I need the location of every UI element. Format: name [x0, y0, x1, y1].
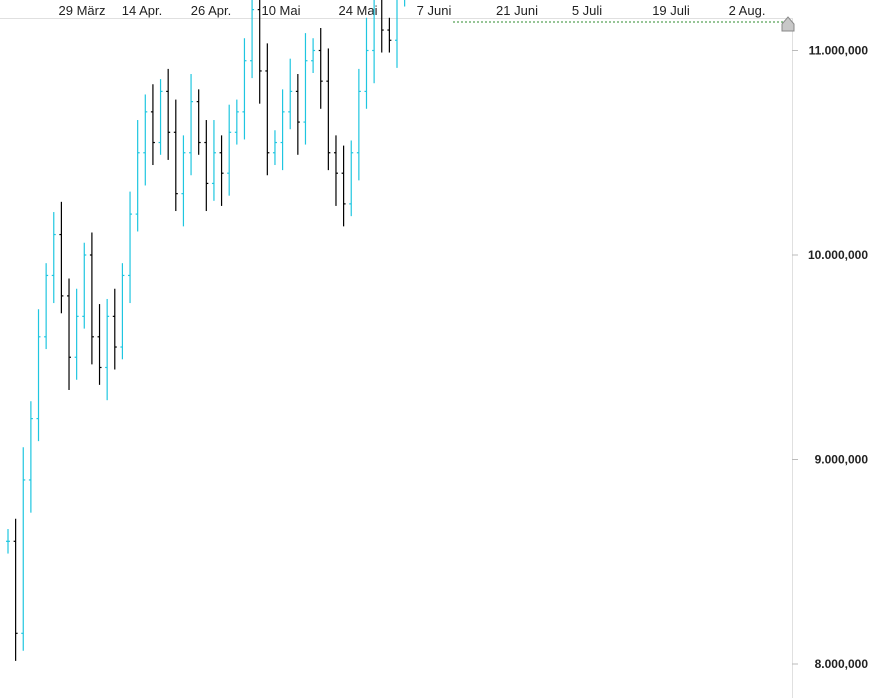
price-bar: [59, 201, 64, 314]
price-bar: [234, 99, 239, 145]
home-icon[interactable]: [781, 16, 795, 32]
price-bar: [196, 89, 201, 155]
price-bar: [295, 74, 300, 155]
price-bar: [13, 518, 18, 661]
price-bar: [395, 0, 398, 68]
price-bar: [356, 68, 361, 181]
price-bar: [128, 191, 133, 304]
price-bar: [120, 263, 125, 360]
y-tick-label: 10.000,000: [808, 248, 868, 262]
y-axis-ticks: 14.000,00012.000,00011.000,00010.000,000…: [792, 44, 869, 671]
price-bar: [74, 288, 79, 380]
price-bar: [51, 212, 56, 304]
fibonacci-retracement[interactable]: (161,80 %)(100,00 %)(61,80 %)(0,00 %)(-1…: [453, 0, 792, 23]
price-bar: [364, 17, 369, 109]
y-tick-label: 9.000,000: [815, 453, 869, 467]
x-tick-label: 21 Juni: [496, 3, 538, 18]
x-tick-label: 10 Mai: [261, 3, 300, 18]
price-bar: [219, 135, 224, 206]
price-bar: [381, 0, 384, 53]
y-tick-label: 11.000,000: [809, 44, 869, 58]
price-bar: [150, 84, 155, 166]
x-tick-label: 5 Juli: [572, 3, 602, 18]
price-bar: [158, 79, 163, 155]
price-bar: [112, 288, 117, 370]
price-bar: [318, 28, 323, 109]
price-bar: [67, 278, 72, 390]
price-bar: [272, 130, 277, 166]
price-bar: [89, 232, 94, 365]
price-bar: [257, 0, 262, 104]
x-tick-label: 2 Aug.: [729, 3, 766, 18]
price-bar: [265, 43, 270, 176]
price-bar: [250, 0, 255, 79]
price-bars: [6, 0, 406, 661]
price-bar: [44, 263, 49, 350]
x-tick-label: 19 Juli: [652, 3, 690, 18]
price-bar: [21, 447, 26, 651]
price-bar: [36, 309, 41, 442]
price-bar: [82, 242, 87, 329]
price-bar: [387, 17, 392, 53]
price-bar: [372, 0, 375, 84]
price-bar: [173, 99, 178, 212]
price-bar: [105, 298, 110, 401]
price-bar: [280, 89, 285, 171]
price-bar: [166, 68, 171, 160]
price-bar: [143, 94, 148, 186]
price-bar: [311, 38, 316, 73]
scroll-handle[interactable]: [781, 16, 795, 32]
price-bar: [349, 140, 354, 217]
price-bar: [326, 48, 331, 171]
price-bar: [404, 0, 406, 7]
price-bar: [204, 120, 209, 212]
x-axis-ticks: 29 März 14 Apr. 26 Apr. 10 Mai 24 Mai 7 Juni 2…: [59, 3, 766, 18]
x-tick-label: 24 Mai: [338, 3, 377, 18]
x-tick-label: 7 Juni: [417, 3, 452, 18]
price-bar: [189, 74, 194, 176]
y-tick-label: 8.000,000: [815, 657, 869, 671]
price-bar: [211, 120, 216, 201]
price-bar: [135, 120, 140, 232]
x-tick-label: 26 Apr.: [191, 3, 231, 18]
price-bar: [333, 135, 338, 206]
x-tick-label: 14 Apr.: [122, 3, 162, 18]
x-tick-label: 29 März: [59, 3, 106, 18]
price-bar: [6, 529, 10, 554]
price-bar: [227, 104, 232, 196]
price-bar: [303, 33, 308, 145]
price-bar: [181, 135, 186, 227]
price-bar: [28, 401, 33, 513]
price-bar: [242, 38, 247, 140]
price-bar: [97, 304, 102, 385]
price-bar: [288, 58, 293, 130]
price-bar: [341, 145, 346, 227]
